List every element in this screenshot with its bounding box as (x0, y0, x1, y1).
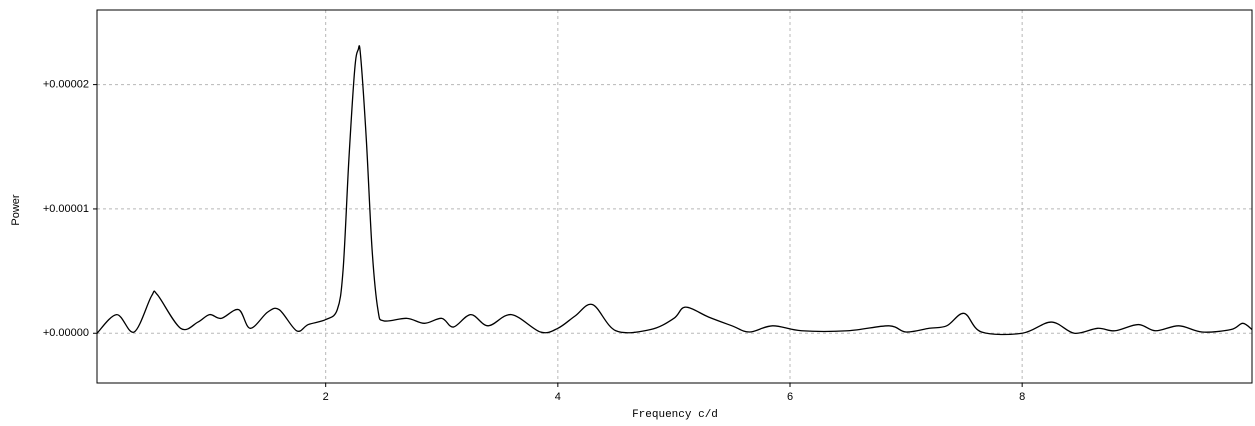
y-axis-label: Power (10, 194, 22, 226)
x-tick-label: 6 (787, 391, 793, 403)
x-tick-label: 2 (323, 391, 329, 403)
x-tick-label: 8 (1019, 391, 1025, 403)
power-line (96, 45, 1253, 336)
x-tick-label: 4 (555, 391, 561, 403)
x-axis-label: Frequency c/d (632, 409, 718, 421)
plot-frame (96, 9, 1253, 384)
y-tick-label: +0.00000 (43, 327, 89, 339)
y-tick-label: +0.00001 (43, 203, 89, 215)
y-tick-label: +0.00002 (43, 79, 89, 91)
